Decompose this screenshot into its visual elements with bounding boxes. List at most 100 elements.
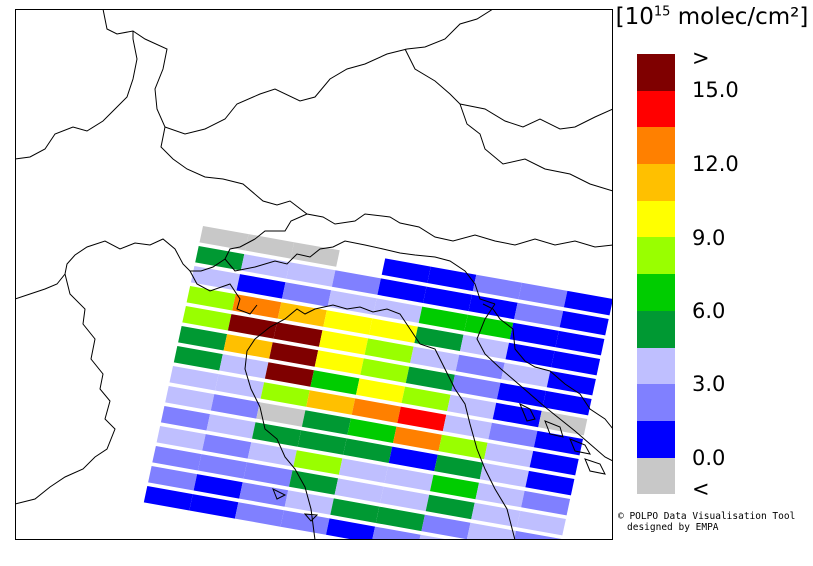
- swath-pixel: [364, 338, 414, 363]
- swath-pixel: [563, 290, 613, 316]
- swath-pixel: [173, 346, 223, 371]
- swath-pixel: [215, 374, 265, 399]
- credit-line-2: designed by EMPA: [627, 522, 719, 533]
- swath-pixel: [555, 330, 605, 356]
- swath-pixel: [273, 322, 323, 347]
- swath-pixel: [430, 474, 479, 500]
- swath-pixel: [334, 478, 384, 503]
- credit-line-1: © POLPO Data Visualisation Tool: [618, 511, 796, 522]
- swath-pixel: [377, 278, 427, 303]
- colorbar-cell: [637, 310, 675, 348]
- swath-pixel: [282, 282, 332, 307]
- swath-pixel: [252, 422, 302, 447]
- border-line: [476, 303, 613, 462]
- swath-pixel: [442, 414, 492, 440]
- swath-pixel: [464, 314, 514, 340]
- swath-pixel: [405, 366, 455, 392]
- border-line: [224, 240, 496, 305]
- swath-pixel: [331, 270, 381, 295]
- swath-pixel: [373, 298, 423, 323]
- border-line: [404, 48, 613, 192]
- colorbar-cell: [637, 384, 675, 421]
- swath-pixel: [516, 510, 566, 536]
- swath-pixel: [438, 434, 488, 460]
- swath-pixel: [169, 366, 219, 391]
- swath-pixel: [260, 382, 310, 407]
- swath-pixel: [178, 326, 228, 351]
- swath-pixel: [479, 462, 529, 488]
- swath-pixel: [247, 442, 297, 467]
- swath-pixel: [195, 246, 245, 271]
- swath-pixel: [501, 362, 551, 388]
- swath-pixel: [202, 434, 252, 459]
- swath-pixel: [193, 474, 243, 499]
- swath-pixel: [319, 330, 369, 355]
- swath-pixel: [310, 370, 360, 395]
- swath-pixel: [380, 486, 430, 512]
- swath-pixel: [280, 510, 330, 535]
- swath-pixel: [525, 470, 575, 496]
- legend-unit-title: [1015 molec/cm²]: [615, 4, 809, 30]
- swath-pixel: [236, 274, 286, 299]
- swath-pixel: [410, 346, 460, 372]
- swath-pixel: [351, 398, 401, 423]
- swath-pixel: [186, 286, 236, 311]
- swath-pixel: [264, 362, 314, 387]
- swath-pixel: [514, 302, 564, 328]
- swath-pixel: [360, 358, 410, 383]
- swath-pixel: [306, 390, 356, 415]
- swath-pixel: [148, 466, 198, 491]
- swath-pixel: [314, 350, 364, 375]
- map-border: [15, 9, 613, 540]
- border-line: [409, 328, 516, 540]
- swath-pixel: [232, 294, 282, 319]
- swath-pixel: [418, 306, 468, 332]
- swath-pixel: [425, 494, 475, 520]
- legend-label-3: 3.0: [692, 372, 726, 396]
- colorbar-cell: [637, 90, 675, 128]
- swath-pixel: [227, 314, 277, 339]
- swath-pixel: [551, 350, 601, 376]
- swath-pixel: [368, 318, 418, 343]
- swath-pixel: [323, 310, 373, 335]
- border-line: [189, 270, 258, 315]
- swath-pixel: [326, 518, 376, 540]
- swath-pixel: [509, 322, 559, 348]
- swath-pixel: [289, 470, 339, 495]
- swath-pixel: [223, 334, 273, 359]
- swath-pixel: [143, 486, 193, 511]
- swath-pixel: [505, 342, 555, 368]
- swath-pixel: [475, 482, 525, 508]
- legend-label-0: 0.0: [692, 446, 726, 470]
- swath-pixel: [297, 430, 347, 455]
- swath-pixel: [338, 458, 388, 483]
- colorbar-cell: [637, 237, 675, 275]
- swath-pixel: [533, 430, 583, 456]
- swath-pixel: [460, 334, 509, 360]
- legend-label-6: 6.0: [692, 299, 726, 323]
- border-line: [15, 273, 116, 505]
- swath-pixel: [496, 382, 546, 408]
- swath-pixel: [343, 438, 393, 463]
- satellite-swath-map: [15, 9, 613, 540]
- border-line: [164, 9, 494, 135]
- border-line: [15, 213, 308, 300]
- swath-pixel: [427, 266, 477, 292]
- colorbar-cell: [637, 457, 675, 495]
- colorbar-cell: [637, 347, 675, 385]
- swath-pixel: [197, 454, 247, 479]
- border-line: [102, 9, 613, 248]
- swath-pixel: [471, 502, 521, 528]
- map-panel: [15, 9, 613, 540]
- swath-pixel: [419, 534, 451, 540]
- border-line: [482, 303, 613, 430]
- swath-pixel: [421, 514, 471, 540]
- swath-pixel: [384, 466, 434, 492]
- swath-pixel: [488, 422, 538, 448]
- swath-pixel: [447, 394, 497, 420]
- swath-pixel: [210, 394, 260, 419]
- swath-pixel: [423, 286, 472, 312]
- border-line: [244, 304, 411, 540]
- country-borders: [15, 9, 613, 540]
- swath-pixel: [152, 446, 202, 471]
